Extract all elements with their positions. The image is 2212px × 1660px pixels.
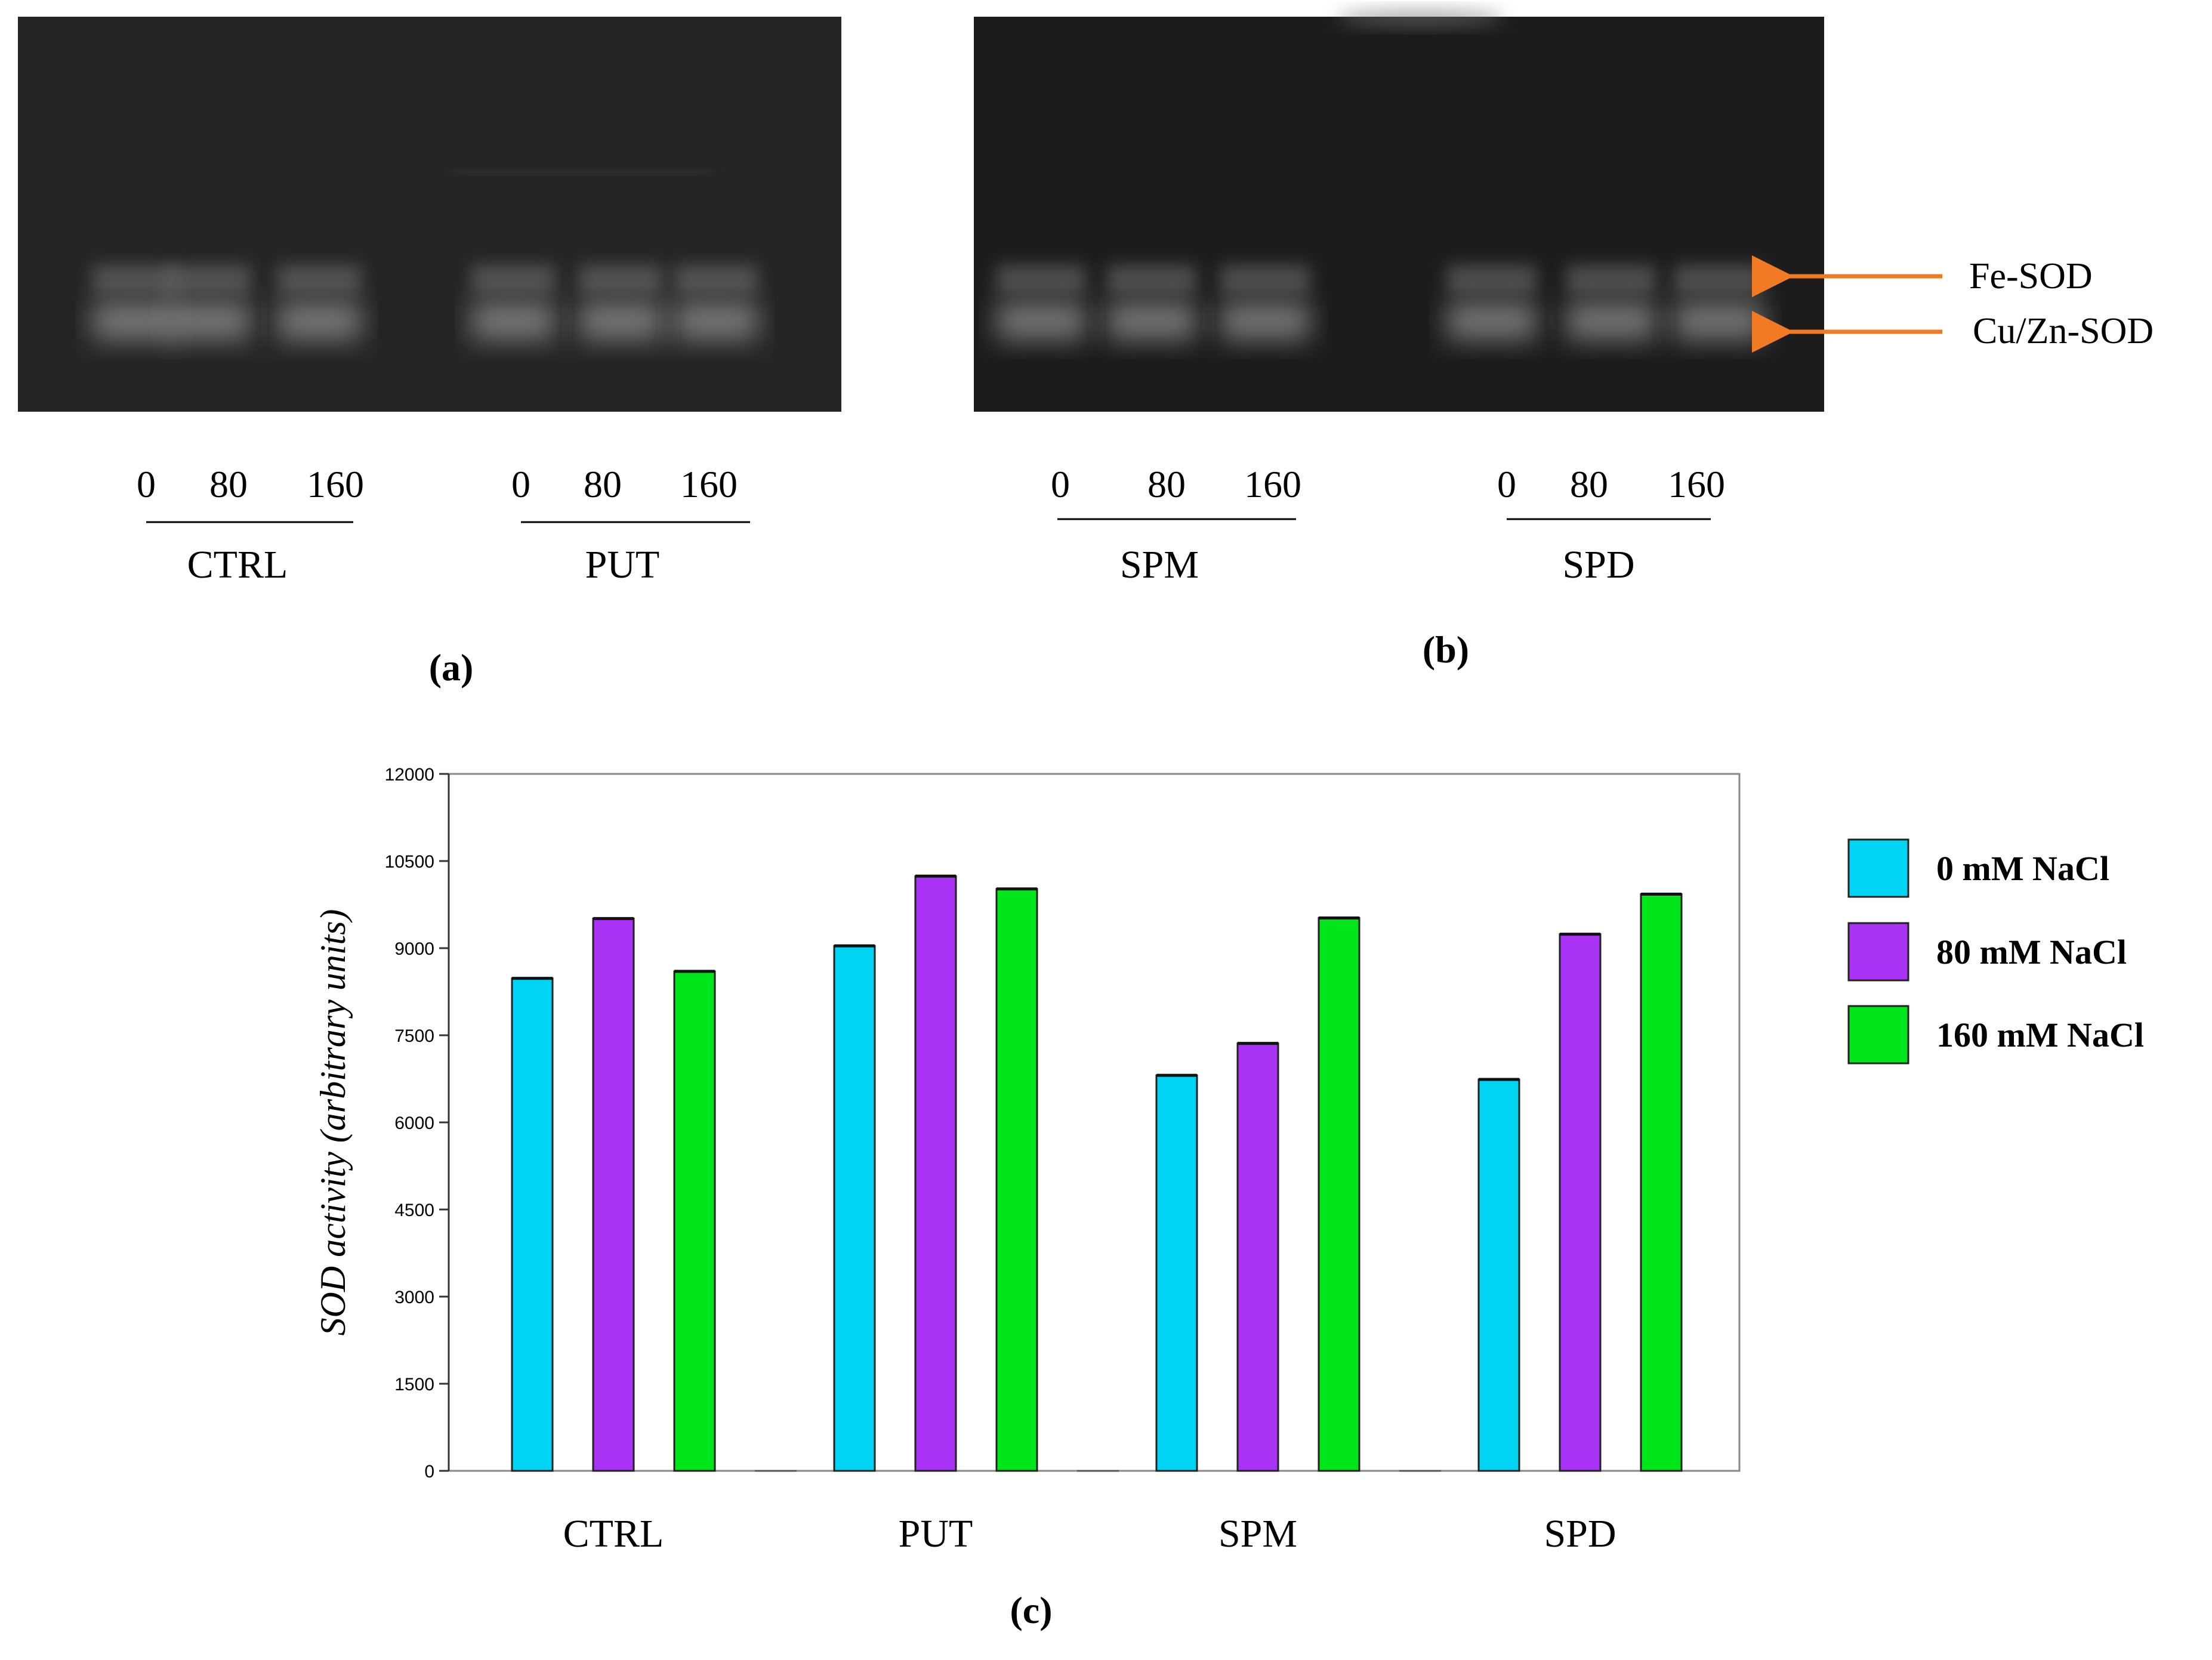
gel-b-group-spm: SPM [1120, 543, 1199, 587]
y-tick-label: 9000 [394, 939, 434, 959]
gel-a-image [18, 17, 841, 412]
fe-sod-band [1447, 266, 1537, 292]
bar-ctrl-series-0 [511, 977, 554, 1472]
fe-sod-band [1220, 266, 1310, 292]
y-tick-label: 10500 [385, 852, 434, 872]
bar-chart: 0 1500 3000 4500 6000 7500 9000 10500 12000 CTRL… [313, 765, 1741, 1631]
fe-sod-band [471, 266, 555, 292]
gel-b-lane-label: 160 [1668, 463, 1725, 505]
gel-a-lane-label: 80 [584, 463, 622, 505]
panel-label-a: (a) [429, 646, 474, 689]
bar-spd-series-1 [1559, 933, 1602, 1472]
fe-sod-band [277, 266, 361, 292]
legend-label: 80 mM NaCl [1936, 933, 2127, 971]
x-tick-label-spm: SPM [1218, 1512, 1297, 1556]
gel-b-group-spd: SPD [1562, 543, 1634, 587]
panel-label-c: (c) [1010, 1589, 1052, 1631]
gel-b-panel [974, 10, 1824, 412]
fe-sod-band [997, 266, 1086, 292]
cuzn-sod-band [997, 301, 1086, 340]
x-tick-label-put: PUT [899, 1512, 973, 1556]
gel-b-lane-label: 80 [1147, 463, 1186, 505]
gel-a-bands [92, 266, 758, 340]
bar-spm-series-0 [1155, 1074, 1198, 1472]
gel-a-lane-label: 0 [137, 463, 156, 505]
fe-sod-label: Fe-SOD [1969, 256, 2093, 297]
gel-b-image [974, 17, 1824, 412]
bar-ctrl-series-2 [673, 970, 716, 1472]
fe-sod-band [579, 266, 662, 292]
x-tick-label-spd: SPD [1544, 1512, 1616, 1556]
cuzn-sod-band [277, 301, 361, 340]
gel-a-lane-label: 160 [307, 463, 364, 505]
cuzn-sod-band [471, 301, 555, 340]
y-tick-label: 4500 [394, 1201, 434, 1220]
y-tick-label: 3000 [394, 1288, 434, 1307]
gel-b-labels: 0 80 160 0 80 160 SPM SPD (b) [1051, 463, 1725, 671]
bar-spd-series-2 [1640, 893, 1683, 1472]
bar-put-series-1 [914, 875, 957, 1472]
legend-label: 160 mM NaCl [1936, 1016, 2144, 1054]
legend: 0 mM NaCl 80 mM NaCl 160 mM NaCl [1847, 838, 2144, 1065]
fe-sod-band [92, 266, 176, 292]
gel-a-lane-label: 160 [680, 463, 738, 505]
x-tick-label-ctrl: CTRL [563, 1512, 664, 1556]
y-tick-label: 0 [424, 1462, 434, 1482]
gel-b-lane-label: 80 [1570, 463, 1608, 505]
bar-spm-series-1 [1236, 1042, 1279, 1472]
gel-b-lane-label: 0 [1051, 463, 1070, 505]
bars [511, 874, 1683, 1472]
y-tick-label: 7500 [394, 1026, 434, 1046]
gel-a-lane-label: 0 [511, 463, 530, 505]
cuzn-sod-band [674, 301, 758, 340]
fe-sod-band [1107, 266, 1196, 292]
cuzn-sod-band [167, 301, 251, 340]
legend-swatch [1847, 922, 1909, 982]
bar-put-series-0 [833, 945, 876, 1472]
legend-swatch [1847, 838, 1909, 898]
cuzn-sod-band [92, 301, 176, 340]
y-tick-label: 12000 [385, 765, 434, 785]
cuzn-sod-band [1447, 301, 1537, 340]
panel-label-b: (b) [1423, 628, 1469, 671]
cuzn-sod-label: Cu/Zn-SOD [1973, 311, 2154, 351]
gel-a-panel [18, 17, 841, 412]
bar-ctrl-series-1 [592, 917, 635, 1472]
y-tick-label: 6000 [394, 1113, 434, 1133]
cuzn-sod-band [579, 301, 662, 340]
cuzn-sod-band [1566, 301, 1656, 340]
x-axis-labels: CTRL PUT SPM SPD [563, 1512, 1616, 1556]
cuzn-sod-band [1220, 301, 1310, 340]
gel-a-group-put: PUT [585, 543, 660, 587]
band-annotations: Fe-SOD Cu/Zn-SOD [1752, 255, 2154, 353]
fe-sod-band [1674, 266, 1763, 292]
gel-b-bands [997, 266, 1763, 340]
fe-sod-band [674, 266, 758, 292]
y-tick-label: 1500 [394, 1375, 434, 1394]
gel-a-group-ctrl: CTRL [187, 543, 288, 587]
y-axis-ticks: 0 1500 3000 4500 6000 7500 9000 10500 12000 [385, 765, 449, 1482]
cuzn-sod-band [1107, 301, 1196, 340]
gel-b-lane-label: 160 [1244, 463, 1301, 505]
bar-spm-series-2 [1318, 917, 1360, 1472]
cuzn-sod-band [1674, 301, 1763, 340]
gel-b-lane-label: 0 [1497, 463, 1516, 505]
legend-label: 0 mM NaCl [1936, 849, 2109, 888]
legend-swatch [1847, 1005, 1909, 1065]
y-axis-label: SOD activity (arbitrary units) [313, 909, 353, 1336]
fe-sod-band [1566, 266, 1656, 292]
bar-spd-series-0 [1477, 1078, 1520, 1472]
plot-area-frame [448, 773, 1741, 1472]
bar-put-series-2 [995, 888, 1038, 1472]
gel-a-lane-label: 80 [209, 463, 248, 505]
gel-a-labels: 0 80 160 0 80 160 CTRL PUT (a) [137, 463, 750, 689]
fe-sod-band [167, 266, 251, 292]
